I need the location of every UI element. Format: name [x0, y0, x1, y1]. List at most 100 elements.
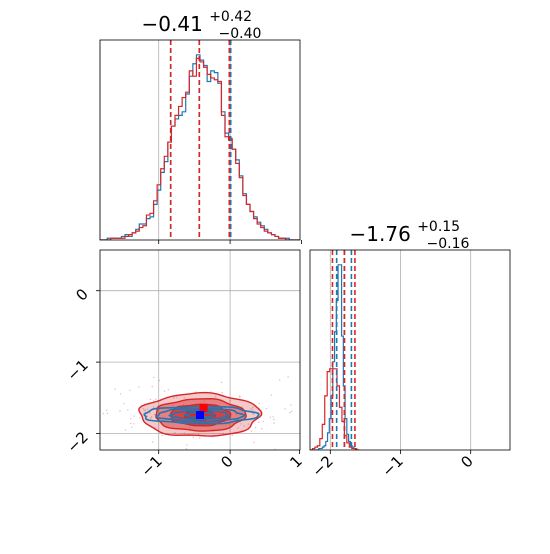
histogram-series: [100, 57, 300, 240]
sample-point: [153, 400, 155, 402]
sample-point: [198, 433, 200, 435]
x-tick-label: 1: [286, 452, 305, 471]
title-upper: +0.42: [209, 9, 252, 25]
sample-point: [252, 413, 255, 416]
sample-point: [149, 417, 152, 419]
sample-point: [240, 423, 242, 425]
sample-point: [272, 416, 274, 418]
sample-point: [119, 410, 121, 412]
sample-point: [221, 391, 223, 394]
x-ticks: [158, 450, 300, 454]
sample-point: [215, 396, 217, 398]
sample-point: [146, 408, 149, 410]
title-upper: +0.15: [417, 219, 460, 235]
axes-border: [309, 249, 511, 451]
sample-point: [161, 434, 163, 437]
sample-point: [153, 376, 155, 379]
quantile-lines: [331, 250, 356, 450]
sample-point: [185, 448, 187, 450]
sample-point: [222, 432, 225, 435]
sample-point: [235, 413, 238, 416]
sample-point: [243, 425, 245, 427]
x-tick-label: −2: [308, 452, 336, 480]
sample-point: [127, 409, 129, 411]
sample-point: [150, 416, 153, 418]
sample-point: [130, 418, 132, 420]
sample-point: [183, 397, 185, 399]
sample-point: [151, 441, 154, 443]
sample-point: [149, 412, 151, 414]
marginal-histogram-param-2: −2 −1 0 −1.76 +0.15 −0.16: [308, 212, 511, 480]
sample-point: [106, 412, 109, 414]
sample-point: [143, 409, 146, 412]
contour-layers: [98, 376, 293, 450]
sample-point: [261, 428, 263, 430]
title-lower: −0.16: [427, 236, 470, 252]
x-ticks: [329, 450, 472, 454]
x-tick-label: −1: [378, 452, 406, 480]
sample-point: [146, 415, 148, 418]
sample-point: [290, 410, 293, 413]
axes-border: [99, 39, 301, 241]
y-tick-label: −1: [63, 356, 91, 384]
sample-point: [290, 404, 292, 406]
x-tick-label: 0: [217, 452, 236, 471]
sample-point: [237, 427, 239, 429]
sample-point: [131, 426, 133, 428]
sample-point: [174, 432, 176, 434]
sample-point: [163, 390, 166, 392]
sample-point: [149, 398, 152, 401]
sample-point: [188, 427, 191, 429]
sample-point: [252, 412, 254, 415]
sample-point: [176, 396, 178, 398]
sample-point: [98, 423, 99, 424]
best-fit-marker: [199, 403, 208, 412]
sample-point: [273, 418, 275, 421]
sample-point: [199, 437, 201, 439]
sample-point: [153, 406, 155, 408]
sample-point: [154, 426, 156, 429]
sample-point: [203, 400, 206, 402]
sample-point: [258, 402, 260, 405]
x-ticks: [158, 240, 302, 244]
sample-point: [144, 409, 146, 411]
sample-point: [239, 395, 241, 397]
sample-point: [172, 405, 174, 407]
sample-point: [229, 400, 231, 402]
sample-point: [158, 379, 160, 382]
sample-point: [239, 396, 241, 398]
y-ticks: [96, 290, 100, 435]
sample-point: [142, 408, 144, 410]
x-tick-label: −1: [137, 452, 165, 480]
sample-point: [247, 423, 250, 425]
sample-point: [129, 389, 131, 391]
sample-point: [287, 376, 289, 378]
sample-point: [183, 432, 186, 434]
histogram-series: [310, 368, 360, 450]
sample-point: [253, 441, 255, 443]
title-main: −0.41: [142, 12, 203, 36]
sample-point: [241, 406, 243, 408]
y-tick-label: 0: [72, 285, 91, 304]
sample-point: [124, 429, 127, 431]
joint-contour-panel: −1 0 1 0 −1 −2: [63, 249, 306, 480]
sample-point: [254, 426, 257, 429]
sample-point: [220, 381, 223, 384]
sample-point: [182, 404, 185, 406]
contour-level: [155, 407, 246, 423]
sample-point: [192, 436, 195, 438]
axes-border: [99, 249, 301, 451]
marginal-title-param-2: −1.76 +0.15 −0.16: [350, 212, 470, 252]
sample-point: [279, 379, 281, 381]
sample-point: [167, 389, 169, 391]
sample-point: [119, 393, 122, 395]
sample-point: [173, 397, 175, 399]
axes-frame: [310, 250, 510, 450]
sample-point: [102, 412, 105, 415]
sample-point: [153, 413, 156, 416]
sample-point: [139, 417, 141, 419]
sample-point: [269, 416, 272, 418]
sample-point: [155, 398, 157, 400]
title-lower: −0.40: [219, 26, 262, 42]
